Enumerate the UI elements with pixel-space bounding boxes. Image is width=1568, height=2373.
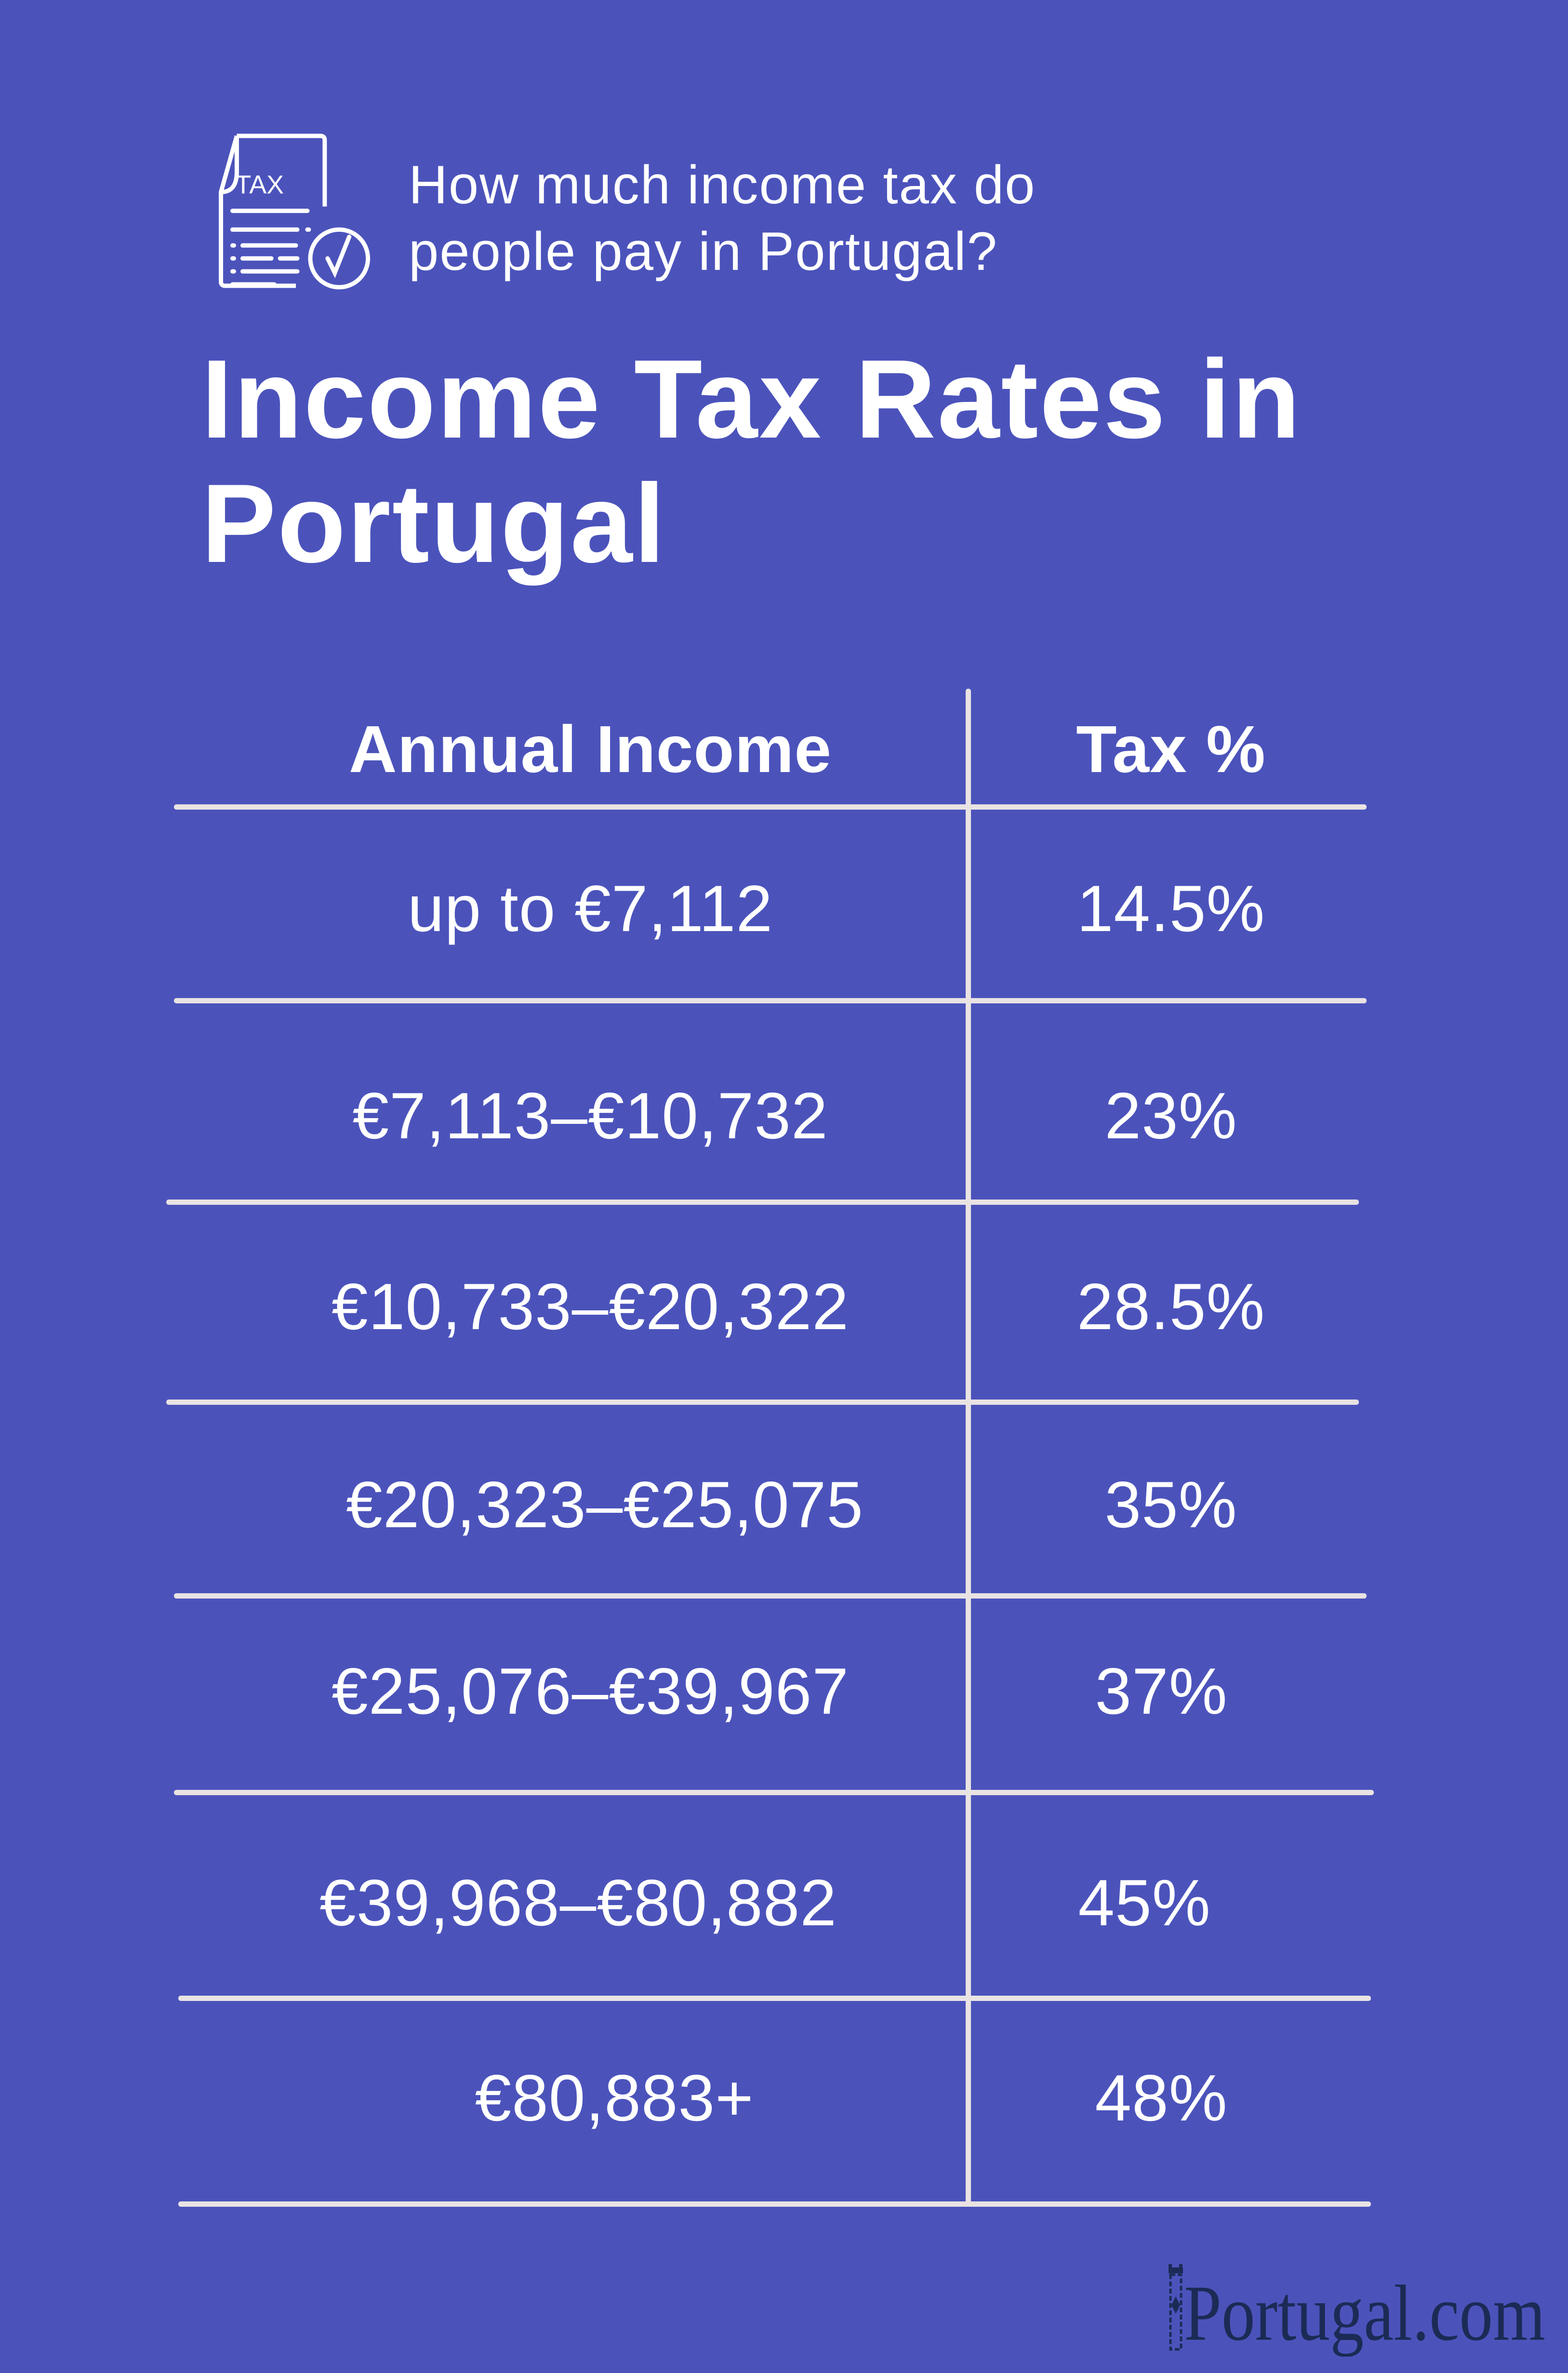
subtitle-line-1: How much income tax do xyxy=(409,155,1036,215)
tax-cell: 48% xyxy=(1095,2061,1228,2134)
title-line-2: Portugal xyxy=(201,461,666,586)
income-cell: €10,733–€20,322 xyxy=(332,1270,849,1343)
title-line-1: Income Tax Rates in xyxy=(201,337,1302,462)
column-header-annual-income: Annual Income xyxy=(348,712,832,787)
row-divider xyxy=(174,1790,1374,1795)
tax-cell: 35% xyxy=(1104,1468,1237,1541)
page-title: Income Tax Rates in Portugal xyxy=(201,337,1302,586)
logo-text: Portugal.com xyxy=(1184,2269,1545,2357)
tax-document-check-icon: TAX xyxy=(219,133,371,290)
row-divider xyxy=(166,1200,1359,1205)
row-divider xyxy=(174,804,1367,810)
income-cell: €7,113–€10,732 xyxy=(352,1079,828,1152)
tax-cell: 14.5% xyxy=(1076,872,1265,945)
column-divider xyxy=(966,689,971,2204)
column-header-tax: Tax % xyxy=(1076,712,1266,787)
row-divider xyxy=(166,1400,1359,1405)
income-cell: €20,323–€25,075 xyxy=(346,1468,864,1541)
row-divider xyxy=(174,998,1367,1003)
row-divider xyxy=(178,1996,1371,2001)
subtitle-line-2: people pay in Portugal? xyxy=(409,221,998,281)
portugal-com-logo: Portugal.com xyxy=(1169,2264,1545,2357)
tax-cell: 37% xyxy=(1095,1654,1228,1728)
income-cell: €80,883+ xyxy=(475,2061,754,2134)
income-cell: up to €7,112 xyxy=(407,872,773,945)
income-cell: €39,968–€80,882 xyxy=(319,1866,837,1939)
income-cell: €25,076–€39,967 xyxy=(332,1654,849,1728)
icon-label: TAX xyxy=(235,171,284,200)
logo-tile-ornament xyxy=(1169,2264,1183,2351)
tax-cell: 23% xyxy=(1104,1079,1237,1152)
row-divider xyxy=(174,1593,1367,1599)
row-divider xyxy=(178,2201,1371,2207)
tax-cell: 45% xyxy=(1078,1866,1211,1939)
subtitle: How much income tax do people pay in Por… xyxy=(409,152,1036,285)
tax-cell: 28.5% xyxy=(1076,1270,1265,1343)
